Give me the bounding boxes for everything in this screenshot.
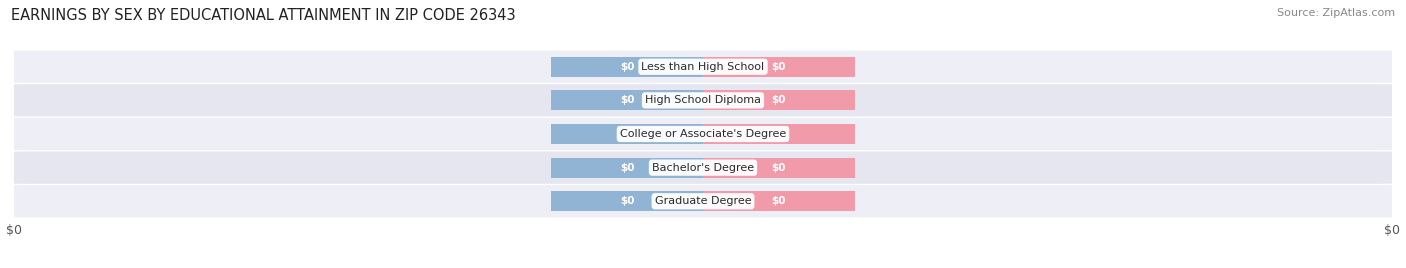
Text: $0: $0 xyxy=(772,163,786,173)
Text: $0: $0 xyxy=(772,129,786,139)
Text: Source: ZipAtlas.com: Source: ZipAtlas.com xyxy=(1277,8,1395,18)
Bar xyxy=(703,191,855,211)
FancyBboxPatch shape xyxy=(0,185,1406,217)
FancyBboxPatch shape xyxy=(0,151,1406,184)
Bar xyxy=(551,158,703,178)
Text: College or Associate's Degree: College or Associate's Degree xyxy=(620,129,786,139)
Text: $0: $0 xyxy=(772,62,786,72)
Text: Graduate Degree: Graduate Degree xyxy=(655,196,751,206)
Bar xyxy=(703,57,855,77)
Text: $0: $0 xyxy=(620,95,634,105)
Bar xyxy=(551,57,703,77)
Bar xyxy=(703,124,855,144)
Text: $0: $0 xyxy=(620,62,634,72)
Bar xyxy=(551,191,703,211)
Text: EARNINGS BY SEX BY EDUCATIONAL ATTAINMENT IN ZIP CODE 26343: EARNINGS BY SEX BY EDUCATIONAL ATTAINMEN… xyxy=(11,8,516,23)
FancyBboxPatch shape xyxy=(0,51,1406,83)
Text: $0: $0 xyxy=(620,129,634,139)
Text: High School Diploma: High School Diploma xyxy=(645,95,761,105)
Bar xyxy=(703,90,855,110)
Bar xyxy=(551,90,703,110)
FancyBboxPatch shape xyxy=(0,118,1406,150)
Bar xyxy=(551,124,703,144)
Text: $0: $0 xyxy=(620,196,634,206)
FancyBboxPatch shape xyxy=(0,84,1406,117)
Text: Less than High School: Less than High School xyxy=(641,62,765,72)
Bar xyxy=(703,158,855,178)
Text: $0: $0 xyxy=(772,196,786,206)
Text: $0: $0 xyxy=(772,95,786,105)
Text: Bachelor's Degree: Bachelor's Degree xyxy=(652,163,754,173)
Text: $0: $0 xyxy=(620,163,634,173)
